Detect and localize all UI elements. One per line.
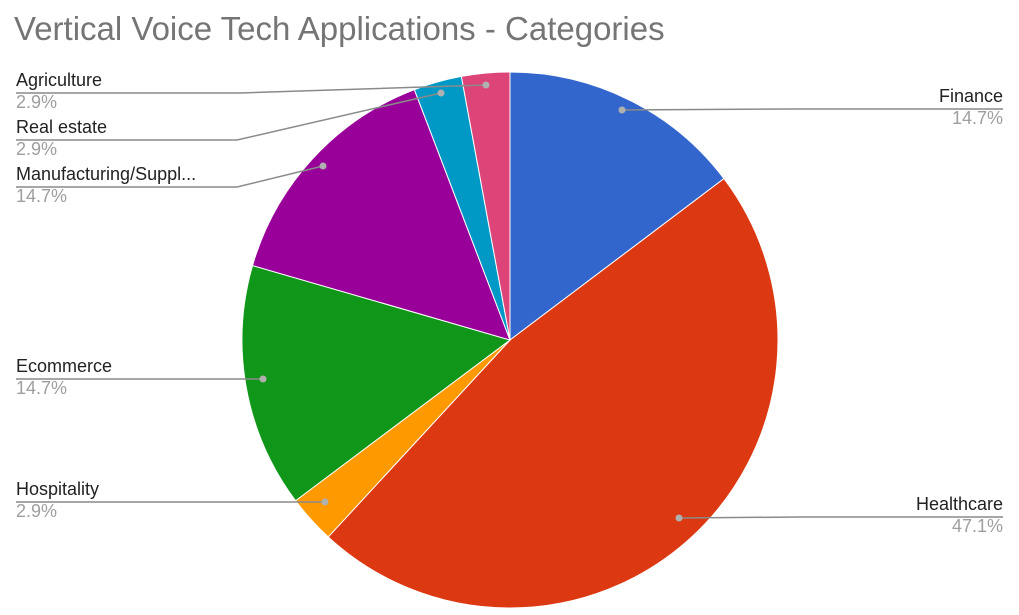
leader-dot (437, 89, 445, 97)
leader-dot (618, 106, 626, 114)
pie-slice-manufacturing-suppl[interactable] (251, 88, 511, 341)
label-manufacturing-suppl-name: Manufacturing/Suppl... (16, 164, 196, 184)
label-manufacturing-suppl-value: 14.7% (16, 186, 67, 206)
label-ecommerce-name: Ecommerce (16, 356, 112, 376)
label-finance-value: 14.7% (952, 108, 1003, 128)
label-real-estate-value: 2.9% (16, 139, 57, 159)
pie-slice-healthcare[interactable] (327, 177, 779, 609)
leader-line (16, 92, 442, 141)
label-ecommerce-value: 14.7% (16, 378, 67, 398)
label-hospitality-value: 2.9% (16, 501, 57, 521)
label-healthcare-value: 47.1% (952, 516, 1003, 536)
label-finance-name: Finance (939, 86, 1003, 106)
chart-title: Vertical Voice Tech Applications - Categ… (14, 10, 665, 47)
leader-line (678, 516, 1003, 519)
label-hospitality-name: Hospitality (16, 479, 99, 499)
label-agriculture-name: Agriculture (16, 70, 102, 90)
label-agriculture-value: 2.9% (16, 92, 57, 112)
pie-slice-finance[interactable] (509, 71, 725, 342)
leader-line (16, 165, 324, 188)
leader-dot (259, 375, 267, 383)
leader-dot (319, 162, 327, 170)
label-healthcare-name: Healthcare (916, 494, 1003, 514)
pie-slice-ecommerce[interactable] (241, 264, 512, 502)
leader-line (16, 84, 487, 94)
leader-dot (482, 81, 490, 89)
leader-dot (321, 498, 329, 506)
leader-line (621, 108, 1003, 111)
pie-slice-agriculture[interactable] (460, 71, 511, 341)
leader-dot (675, 514, 683, 522)
label-real-estate-name: Real estate (16, 117, 107, 137)
